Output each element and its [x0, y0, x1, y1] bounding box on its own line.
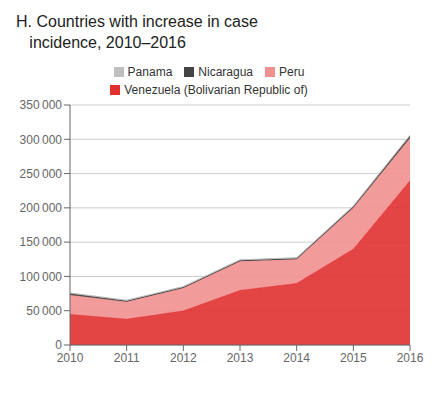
html-text:Panama: Panama	[127, 64, 173, 79]
svg-text:2016: 2016	[397, 350, 424, 364]
svg-text:2012: 2012	[170, 350, 197, 364]
svg-text:200 000: 200 000	[20, 201, 63, 215]
svg-text:150 000: 150 000	[20, 235, 63, 249]
svg-text:2011: 2011	[114, 350, 140, 364]
svg-text:100 000: 100 000	[20, 269, 63, 283]
html-text:Venezuela (Bolivarian Republic: Venezuela (Bolivarian Republic of)	[124, 82, 308, 97]
svg-text:300 000: 300 000	[20, 132, 63, 146]
html-text:Nicaragua: Nicaragua	[198, 64, 253, 79]
svg-text:350 000: 350 000	[20, 98, 63, 112]
html-text:H. Countries with increase in: H. Countries with increase in case	[16, 13, 258, 30]
html-text:Peru: Peru	[279, 64, 305, 79]
svg-text:2013: 2013	[227, 350, 254, 364]
svg-text:2015: 2015	[340, 350, 367, 364]
html-text:incidence, 2010–2016: incidence, 2010–2016	[16, 33, 186, 51]
svg-text:250 000: 250 000	[20, 166, 63, 180]
svg-text:2010: 2010	[57, 350, 84, 364]
svg-text:0: 0	[55, 338, 62, 352]
svg-text:50 000: 50 000	[26, 304, 62, 318]
svg-text:2014: 2014	[283, 350, 310, 364]
